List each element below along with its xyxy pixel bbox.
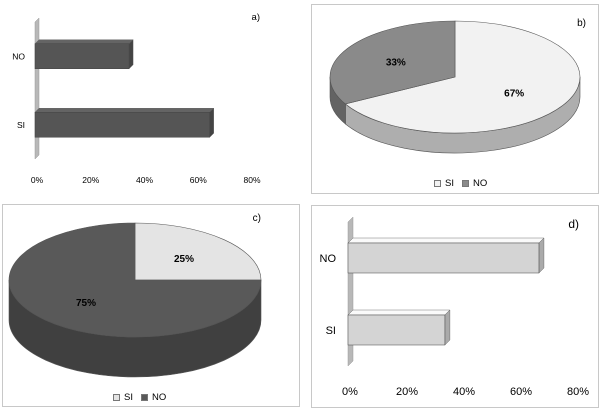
- tick-label-a-4: 80%: [243, 175, 260, 185]
- tick-label-d-4: 80%: [567, 386, 589, 398]
- data-label-b-SI: 67%: [504, 89, 524, 100]
- panel-label-d: d): [568, 217, 579, 231]
- pie-slice-b-SI: [344, 20, 581, 134]
- category-label-a-NO: NO: [12, 51, 25, 61]
- legend-swatch-si: [434, 180, 441, 187]
- legend-b: SI NO: [434, 178, 487, 189]
- pie-slice-c-SI: [134, 222, 262, 281]
- bar-chart-a: a) NO SI 0% 20% 40% 60% 80%: [12, 12, 261, 185]
- bar-d-NO: [347, 242, 540, 274]
- category-label-a-SI: SI: [17, 120, 25, 130]
- chart-panel-d: d) NO SI 0% 20% 40% 60% 80%: [311, 205, 599, 408]
- chart-panel-b: b) 67% 33% SI NO: [311, 4, 599, 194]
- bar-chart-d: d) NO SI 0% 20% 40% 60% 80%: [320, 216, 589, 398]
- data-label-c-SI: 25%: [174, 254, 194, 265]
- bar-a-SI: [34, 112, 210, 138]
- legend-swatch-no: [140, 394, 148, 401]
- tick-label-d-1: 20%: [396, 386, 418, 398]
- pie-chart-b: b) 67% 33%: [329, 18, 586, 154]
- chart-panel-c: c) 25% 75% SI NO: [2, 204, 300, 407]
- tick-label-d-3: 60%: [510, 386, 532, 398]
- legend-label-si: SI: [445, 178, 454, 189]
- bar-top-a-SI: [34, 108, 215, 113]
- legend-c: SI NO: [113, 392, 166, 403]
- bar-side-a-SI: [209, 107, 214, 138]
- legend-label-si: SI: [124, 392, 133, 403]
- bar-d-SI: [347, 314, 446, 346]
- bar-top-d-NO: [347, 237, 545, 244]
- category-label-d-SI: SI: [326, 325, 336, 337]
- tick-label-a-0: 0%: [31, 175, 44, 185]
- tick-label-d-0: 0%: [342, 386, 358, 398]
- bar-side-a-NO: [128, 39, 134, 70]
- tick-label-a-3: 60%: [190, 175, 207, 185]
- bar-side-d-NO: [538, 237, 545, 274]
- legend-label-no: NO: [472, 178, 488, 189]
- data-label-b-NO: 33%: [386, 57, 406, 68]
- chart-panel-a: a) NO SI 0% 20% 40% 60% 80%: [2, 2, 300, 190]
- panel-label-a: a): [252, 12, 260, 23]
- bar-top-d-SI: [347, 309, 451, 316]
- pie-slice-b-NO: [329, 20, 456, 105]
- tick-label-a-1: 20%: [82, 175, 99, 185]
- bar-top-a-NO: [34, 39, 134, 44]
- panel-label-b: b): [577, 18, 586, 29]
- bar-a-NO: [34, 43, 130, 69]
- legend-swatch-no: [461, 180, 469, 187]
- pie-chart-c: c) 25% 75%: [8, 213, 262, 378]
- bar-side-d-SI: [444, 309, 451, 346]
- tick-label-a-2: 40%: [136, 175, 153, 185]
- legend-swatch-si: [113, 394, 120, 401]
- axis-wall-a: [34, 17, 40, 160]
- tick-label-d-2: 40%: [453, 386, 475, 398]
- data-label-c-NO: 75%: [76, 298, 96, 309]
- legend-label-no: NO: [151, 392, 167, 403]
- category-label-d-NO: NO: [320, 253, 337, 265]
- pie-slice-c-NO: [8, 222, 262, 338]
- panel-label-c: c): [253, 213, 261, 224]
